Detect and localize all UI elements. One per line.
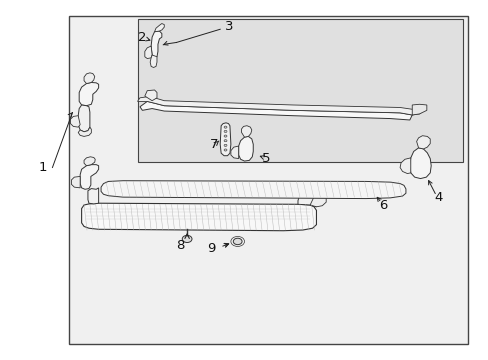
Polygon shape [78,127,91,136]
Polygon shape [241,126,251,137]
Text: 9: 9 [207,242,215,255]
Polygon shape [220,123,230,156]
Polygon shape [84,73,95,84]
Circle shape [182,235,192,243]
Bar [137,19,462,162]
Text: 7: 7 [210,138,218,151]
Circle shape [224,144,226,147]
Polygon shape [238,136,253,161]
Polygon shape [140,102,411,120]
Polygon shape [416,136,429,149]
Circle shape [224,130,226,132]
Polygon shape [84,157,95,166]
Polygon shape [154,23,164,32]
Polygon shape [70,116,80,127]
Circle shape [224,149,226,151]
Polygon shape [297,193,316,207]
Polygon shape [88,188,99,204]
Bar [69,16,467,344]
Polygon shape [144,46,152,59]
Polygon shape [144,90,157,101]
Polygon shape [409,148,430,179]
Circle shape [224,140,226,142]
Polygon shape [78,105,90,132]
Polygon shape [79,82,99,106]
Polygon shape [399,158,410,174]
Circle shape [224,135,226,137]
Polygon shape [150,55,157,67]
Text: 8: 8 [176,239,184,252]
Text: 6: 6 [378,198,386,212]
Polygon shape [101,181,405,199]
Polygon shape [71,176,80,188]
Text: 5: 5 [262,152,270,165]
Circle shape [233,238,242,245]
Polygon shape [81,203,316,231]
Text: 2: 2 [138,31,146,44]
Text: 4: 4 [434,192,442,204]
Text: 1: 1 [39,161,47,174]
Polygon shape [151,31,162,59]
Polygon shape [411,104,426,115]
Polygon shape [80,165,99,189]
Circle shape [224,126,226,128]
Polygon shape [137,97,424,115]
Polygon shape [309,194,325,207]
Polygon shape [230,146,238,158]
Text: 3: 3 [224,20,233,33]
